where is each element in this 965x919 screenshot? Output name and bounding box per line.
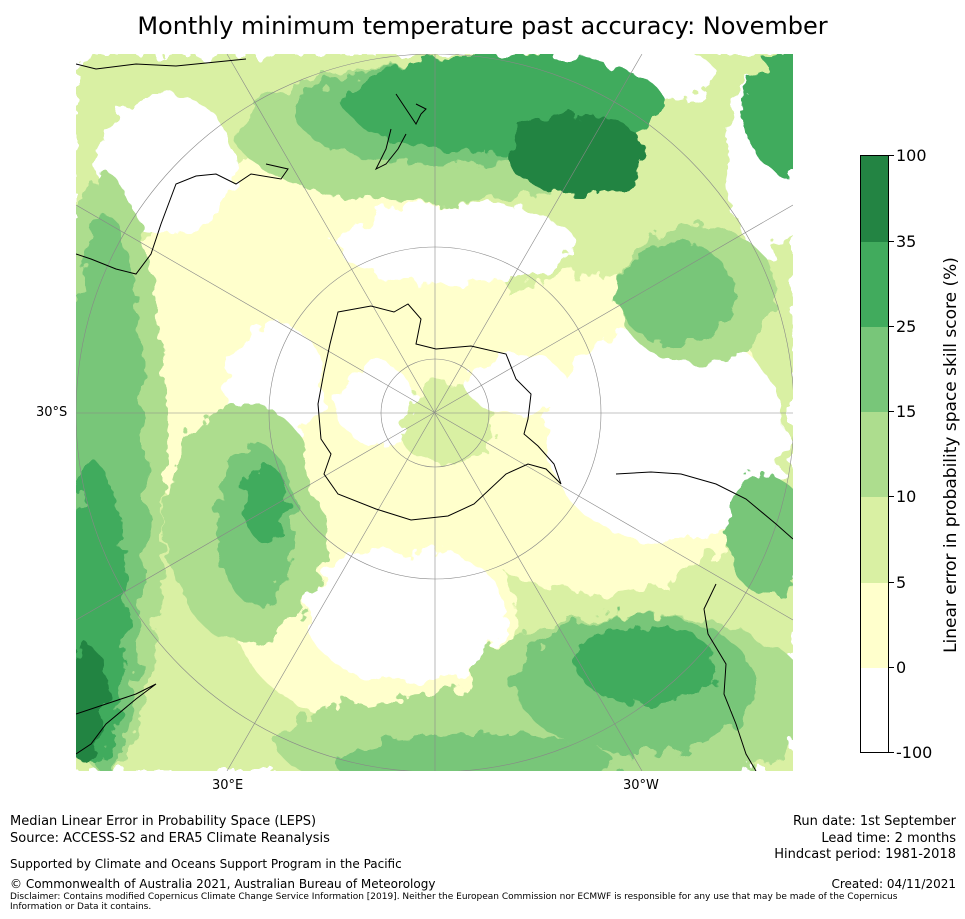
colorbar-tick (889, 582, 894, 583)
colorbar-label: 35 (896, 232, 917, 251)
colorbar-tick (889, 155, 894, 156)
colorbar-segment-35-100 (861, 156, 888, 242)
footer-leps: Median Linear Error in Probability Space… (10, 814, 317, 829)
latitude-label: 30°S (36, 405, 68, 420)
colorbar-tick (889, 241, 894, 242)
footer-support: Supported by Climate and Oceans Support … (10, 857, 402, 871)
south-america-coast (615, 471, 793, 771)
colorbar-segment-0-5 (861, 583, 888, 668)
colorbar-segment-10-15 (861, 412, 888, 497)
new-zealand-coast (374, 93, 427, 171)
colorbar (860, 155, 889, 753)
colorbar-tick (889, 411, 894, 412)
lead-time: Lead time: 2 months (821, 831, 956, 846)
colorbar-label: 0 (896, 658, 907, 677)
southern-ocean-land (76, 58, 247, 70)
map-title: Monthly minimum temperature past accurac… (137, 12, 828, 40)
footer-disclaimer: Disclaimer: Contains modified Copernicus… (10, 892, 898, 912)
hindcast-period: Hindcast period: 1981-2018 (774, 847, 956, 862)
colorbar-label: 25 (896, 317, 917, 336)
colorbar-label: 5 (896, 573, 907, 592)
colorbar-segment-neg100-0 (861, 668, 888, 752)
run-date: Run date: 1st September (792, 814, 956, 829)
antarctica-coast (317, 303, 562, 521)
colorbar-tick (889, 752, 894, 753)
colorbar-segment-15-25 (861, 327, 888, 412)
colorbar-title: Linear error in probability space skill … (941, 257, 961, 653)
colorbar-tick (889, 667, 894, 668)
colorbar-tick (889, 496, 894, 497)
colorbar-tick (889, 326, 894, 327)
colorbar-segment-5-10 (861, 497, 888, 583)
australia-coast (76, 163, 289, 275)
colorbar-label: 10 (896, 487, 917, 506)
longitude-label-west: 30°W (623, 778, 659, 793)
colorbar-label: 15 (896, 402, 917, 421)
graticule (76, 54, 793, 771)
polar-map (76, 54, 793, 771)
colorbar-segment-25-35 (861, 242, 888, 327)
longitude-label-east: 30°E (212, 778, 244, 793)
colorbar-label: 100 (896, 146, 927, 165)
created-date: Created: 04/11/2021 (831, 877, 956, 891)
coastlines (76, 58, 793, 771)
footer-copyright: © Commonwealth of Australia 2021, Austra… (10, 877, 436, 891)
footer-source: Source: ACCESS-S2 and ERA5 Climate Reana… (10, 831, 330, 846)
colorbar-label: -100 (896, 743, 933, 762)
africa-coast (76, 683, 157, 755)
map-canvas (76, 54, 793, 771)
